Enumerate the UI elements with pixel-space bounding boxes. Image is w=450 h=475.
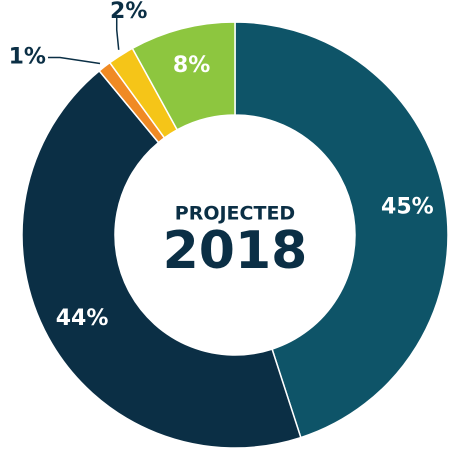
donut-slice	[21, 69, 302, 449]
donut-slice	[131, 21, 236, 131]
slice-label: 2%	[110, 0, 147, 24]
leader-line	[47, 56, 101, 65]
slice-label: 45%	[381, 195, 434, 220]
center-title: 2018	[163, 221, 308, 281]
donut-slice	[234, 21, 449, 439]
leader-line	[115, 17, 120, 50]
center-subtitle: PROJECTED	[175, 203, 295, 225]
slice-label: 1%	[9, 45, 46, 70]
slice-label: 8%	[173, 53, 210, 78]
slice-label: 44%	[56, 306, 109, 331]
